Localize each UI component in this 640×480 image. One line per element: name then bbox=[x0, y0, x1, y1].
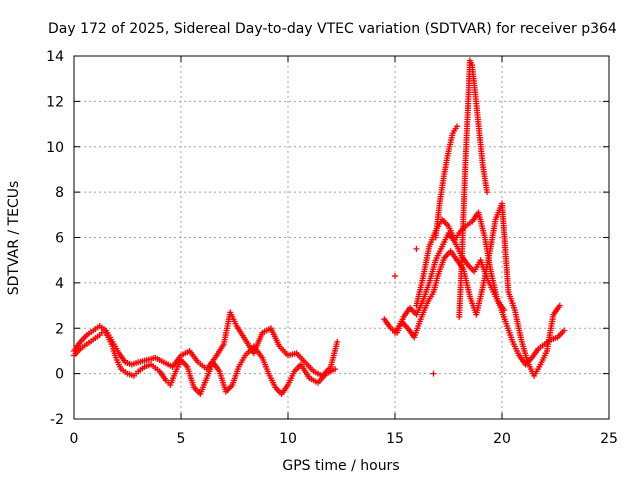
data-markers bbox=[71, 57, 568, 398]
data-point bbox=[430, 370, 437, 377]
y-tick-label: -2 bbox=[50, 412, 64, 428]
y-tick-label: 10 bbox=[46, 140, 64, 156]
y-tick-label: 14 bbox=[46, 49, 64, 65]
data-point bbox=[484, 189, 491, 196]
y-tick-label: 2 bbox=[55, 321, 64, 337]
x-axis-label: GPS time / hours bbox=[282, 458, 399, 474]
data-point bbox=[332, 366, 339, 373]
data-point bbox=[556, 302, 563, 309]
y-tick-label: 12 bbox=[46, 94, 64, 110]
x-tick-label: 0 bbox=[70, 431, 79, 447]
y-tick-label: 6 bbox=[55, 231, 64, 247]
data-point bbox=[413, 245, 420, 252]
x-tick-label: 25 bbox=[600, 431, 618, 447]
chart-title: Day 172 of 2025, Sidereal Day-to-day VTE… bbox=[48, 21, 617, 37]
data-point bbox=[392, 273, 398, 280]
data-point bbox=[454, 123, 461, 130]
y-tick-label: 0 bbox=[55, 367, 64, 383]
y-tick-label: 8 bbox=[55, 185, 64, 201]
y-axis-label: SDTVAR / TECUs bbox=[6, 181, 22, 296]
x-tick-label: 15 bbox=[386, 431, 404, 447]
y-tick-label: 4 bbox=[55, 276, 64, 292]
x-tick-label: 5 bbox=[177, 431, 186, 447]
data-point bbox=[501, 307, 508, 314]
data-point bbox=[561, 327, 568, 334]
data-point bbox=[334, 338, 341, 345]
x-tick-label: 10 bbox=[279, 431, 297, 447]
tick-layer: 0 5 10 15 20 25 -2 0 2 4 6 8 10 12 14 bbox=[46, 49, 618, 447]
x-tick-label: 20 bbox=[493, 431, 511, 447]
